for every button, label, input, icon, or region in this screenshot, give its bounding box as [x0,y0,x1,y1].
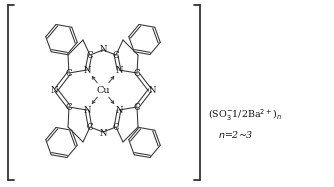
Text: N: N [99,128,107,137]
Text: C: C [87,50,93,59]
Text: C: C [66,102,72,111]
Text: C: C [134,68,140,77]
Text: C: C [134,102,140,111]
Text: Cu: Cu [96,85,110,94]
Text: N: N [115,105,123,114]
Text: N: N [50,85,58,94]
Text: N: N [83,65,91,74]
Text: N: N [115,65,123,74]
Text: N: N [148,85,156,94]
Text: (SO$^{-}_{3}$1/2Ba$^{2+}$)$_{n}$: (SO$^{-}_{3}$1/2Ba$^{2+}$)$_{n}$ [208,108,282,122]
Text: $n$=2~3: $n$=2~3 [218,130,254,140]
Text: C: C [113,50,119,59]
Text: N: N [99,45,107,53]
Text: C: C [113,122,119,131]
Text: C: C [87,122,93,131]
Text: C: C [66,68,72,77]
Text: N: N [83,105,91,114]
